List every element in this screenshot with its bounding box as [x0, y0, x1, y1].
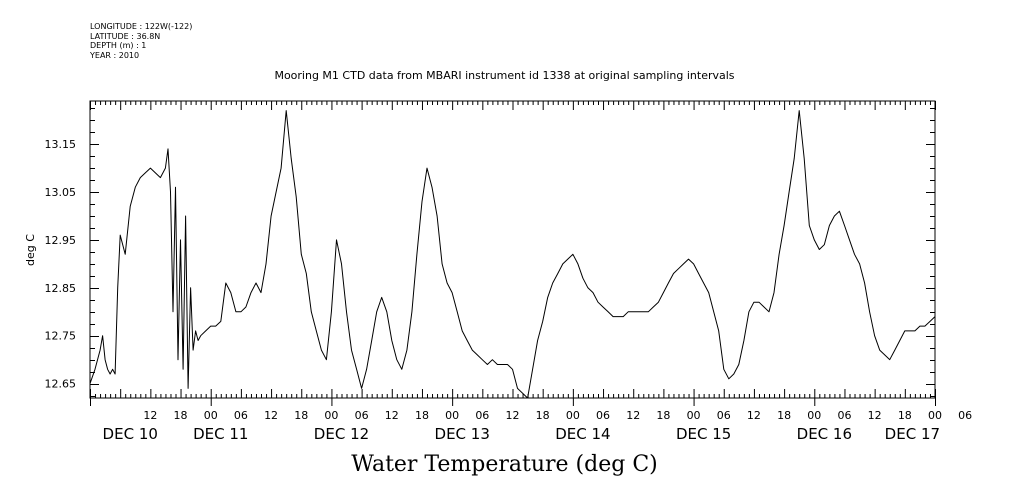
x-hour-label: 00: [928, 409, 942, 422]
x-hour-label: 18: [294, 409, 308, 422]
x-hour-label: 12: [626, 409, 640, 422]
x-hour-label: 00: [687, 409, 701, 422]
x-day-label: DEC 17: [885, 425, 940, 443]
x-day-label: DEC 10: [103, 425, 158, 443]
depth-label: DEPTH (m) : 1: [90, 41, 147, 50]
x-hour-label: 00: [204, 409, 218, 422]
x-day-label: DEC 14: [555, 425, 610, 443]
x-tick-labels: 12 18 00 06 12 18 00 06 12 18 00 06 12 18 00 06 12 18 00 06…: [103, 409, 973, 443]
x-day-label: DEC 11: [193, 425, 248, 443]
chart-title: Mooring M1 CTD data from MBARI instrumen…: [274, 69, 735, 82]
y-tick-label: 13.15: [45, 138, 77, 151]
x-hour-label: 12: [868, 409, 882, 422]
x-day-label: DEC 13: [435, 425, 490, 443]
x-hour-label: 06: [234, 409, 248, 422]
longitude-label: LONGITUDE : 122W(-122): [90, 22, 193, 31]
series-layer: [89, 110, 936, 399]
x-hour-label: 12: [264, 409, 278, 422]
x-hour-label: 06: [475, 409, 489, 422]
y-tick-label: 12.95: [45, 234, 77, 247]
y-tick-labels: 12.65 12.75 12.85 12.95 13.05 13.15: [45, 138, 77, 391]
x-hour-label: 12: [143, 409, 157, 422]
x-hour-label: 12: [385, 409, 399, 422]
x-hour-label: 18: [777, 409, 791, 422]
x-hour-label: 00: [566, 409, 580, 422]
y-tick-label: 12.85: [45, 282, 77, 295]
x-hour-label: 00: [445, 409, 459, 422]
x-day-label: DEC 16: [797, 425, 852, 443]
y-axis-label: deg C: [24, 234, 37, 266]
x-hour-label: 18: [174, 409, 188, 422]
x-axis-title: Water Temperature (deg C): [351, 452, 658, 477]
x-hour-label: 06: [596, 409, 610, 422]
x-hour-label: 18: [536, 409, 550, 422]
x-hour-label: 18: [898, 409, 912, 422]
x-day-label: DEC 15: [676, 425, 731, 443]
x-hour-label: 12: [506, 409, 520, 422]
x-hour-label: 06: [355, 409, 369, 422]
x-hour-label: 00: [324, 409, 338, 422]
plot-border: [89, 100, 936, 399]
metadata-block: LONGITUDE : 122W(-122) LATITUDE : 36.8N …: [90, 22, 192, 60]
x-hour-label: 12: [747, 409, 761, 422]
axis-ticks: [90, 101, 936, 406]
x-hour-label: 06: [717, 409, 731, 422]
x-hour-label: 00: [807, 409, 821, 422]
plot-frame: [89, 100, 936, 399]
temperature-series-line: [89, 110, 936, 399]
y-tick-label: 12.65: [45, 378, 77, 391]
x-hour-label: 18: [415, 409, 429, 422]
year-label: YEAR : 2010: [90, 50, 140, 60]
x-hour-label: 06: [958, 409, 972, 422]
y-tick-label: 12.75: [45, 330, 77, 343]
x-day-label: DEC 12: [314, 425, 369, 443]
y-tick-label: 13.05: [45, 186, 77, 199]
x-hour-label: 06: [837, 409, 851, 422]
latitude-label: LATITUDE : 36.8N: [90, 31, 161, 41]
x-hour-label: 18: [656, 409, 670, 422]
